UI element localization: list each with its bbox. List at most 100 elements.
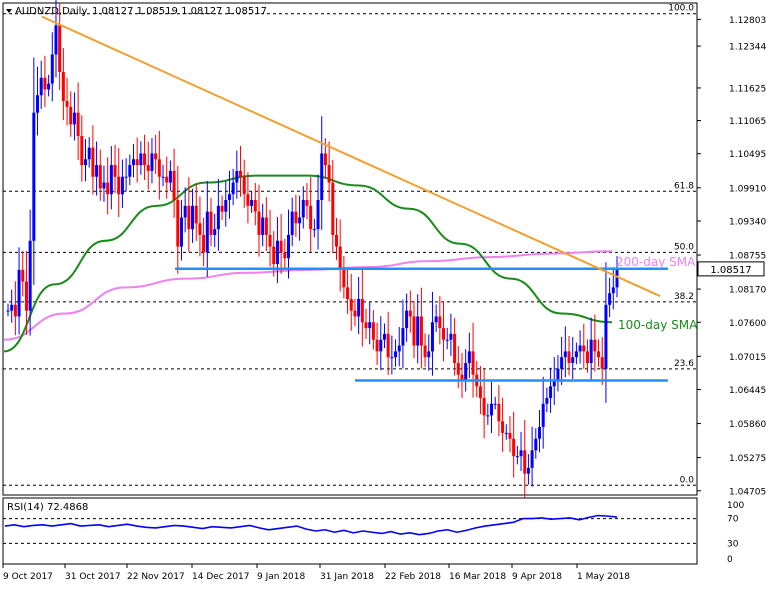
candle-body [508, 432, 512, 439]
candle-body [72, 112, 76, 125]
candle-body [257, 211, 261, 235]
time-tick-label: 1 May 2018 [577, 572, 630, 582]
candle-body [419, 316, 423, 346]
candle-body [246, 194, 250, 206]
candle-body [560, 357, 564, 369]
price-tick-label: 1.09910 [729, 184, 766, 194]
candle-body [54, 25, 58, 55]
candle-body [168, 170, 172, 183]
candle-body [76, 112, 80, 136]
candle-body [456, 363, 460, 375]
drawn-lines [41, 15, 668, 382]
candlestick-series [6, 0, 619, 498]
time-tick-label: 9 Oct 2017 [3, 572, 53, 582]
price-tick-label: 1.11065 [729, 117, 766, 127]
ohlc-values: 1.08127 1.08519 1.08127 1.08517 [92, 6, 267, 17]
candle-body [202, 234, 206, 253]
candle-body [342, 269, 346, 288]
candle-body [36, 95, 40, 113]
fib-level-label: 38.2 [674, 292, 694, 302]
candle-body [364, 322, 368, 329]
candle-body [449, 333, 453, 340]
candle-body [154, 153, 158, 160]
candle-body [95, 165, 99, 177]
candle-body [61, 71, 65, 102]
candle-body [179, 217, 183, 247]
candle-body [537, 427, 541, 439]
price-tick-label: 1.04705 [729, 487, 766, 497]
candle-body [128, 165, 132, 177]
candle-body [567, 351, 571, 364]
candle-body [117, 176, 121, 195]
candle-body [497, 403, 501, 422]
candle-body [416, 316, 420, 346]
candle-body [58, 25, 62, 72]
rsi-tick-label: 70 [727, 515, 739, 525]
candle-body [493, 403, 497, 405]
candle-body [253, 200, 257, 212]
candle-body [239, 170, 243, 177]
candle-body [582, 345, 586, 352]
dropdown-triangle-icon[interactable] [6, 9, 12, 13]
price-tick-label: 1.08170 [729, 286, 766, 296]
candle-body [482, 397, 486, 416]
rsi-tick-label: 0 [727, 555, 733, 565]
candle-body [501, 421, 505, 433]
candle-body [615, 268, 619, 288]
candle-body [467, 351, 471, 364]
candle-body [549, 386, 553, 398]
candle-body [47, 83, 51, 90]
candle-body [434, 316, 438, 323]
candle-body [268, 234, 272, 247]
rsi-tick-label: 100 [727, 501, 744, 511]
candle-body [405, 310, 409, 329]
candle-body [471, 351, 475, 375]
candle-body [368, 322, 372, 329]
time-tick-label: 31 Oct 2017 [65, 572, 121, 582]
candle-body [382, 333, 386, 340]
current-price-box [697, 261, 765, 277]
candle-body [478, 386, 482, 398]
sma100-annotation: 100-day SMA [618, 318, 698, 332]
candle-body [124, 176, 128, 178]
candle-body [327, 165, 331, 183]
time-tick-label: 14 Dec 2017 [192, 572, 250, 582]
time-tick-label: 31 Jan 2018 [320, 572, 374, 582]
candle-body [69, 106, 73, 125]
candle-body [298, 217, 302, 224]
candle-body [135, 159, 139, 166]
candle-body [571, 357, 575, 364]
candle-body [346, 287, 350, 299]
candle-body [442, 328, 446, 340]
candle-body [375, 339, 379, 352]
candle-body [331, 182, 335, 235]
candle-body [84, 159, 88, 166]
candle-body [323, 153, 327, 166]
candle-body [242, 176, 246, 195]
candle-body [275, 240, 279, 265]
sma100-line [3, 174, 613, 353]
candle-body [453, 333, 457, 364]
main-panel-frame [2, 2, 698, 496]
candle-body [371, 322, 375, 340]
candle-body [412, 316, 416, 346]
candle-body [172, 170, 176, 201]
candle-body [272, 246, 276, 265]
candle-body [235, 170, 239, 183]
candle-body [545, 397, 549, 404]
candle-body [113, 165, 117, 177]
candle-body [183, 205, 187, 218]
candle-body [24, 281, 28, 311]
candle-body [13, 304, 17, 317]
candle-body [585, 351, 589, 364]
candle-body [401, 328, 405, 346]
price-tick-label: 1.10495 [729, 150, 766, 160]
price-tick-label: 1.11625 [729, 84, 766, 94]
current-price-label: 1.08517 [710, 265, 751, 276]
candle-body [294, 211, 298, 224]
candle-body [427, 351, 431, 358]
candle-body [604, 304, 608, 369]
candle-body [80, 135, 84, 166]
